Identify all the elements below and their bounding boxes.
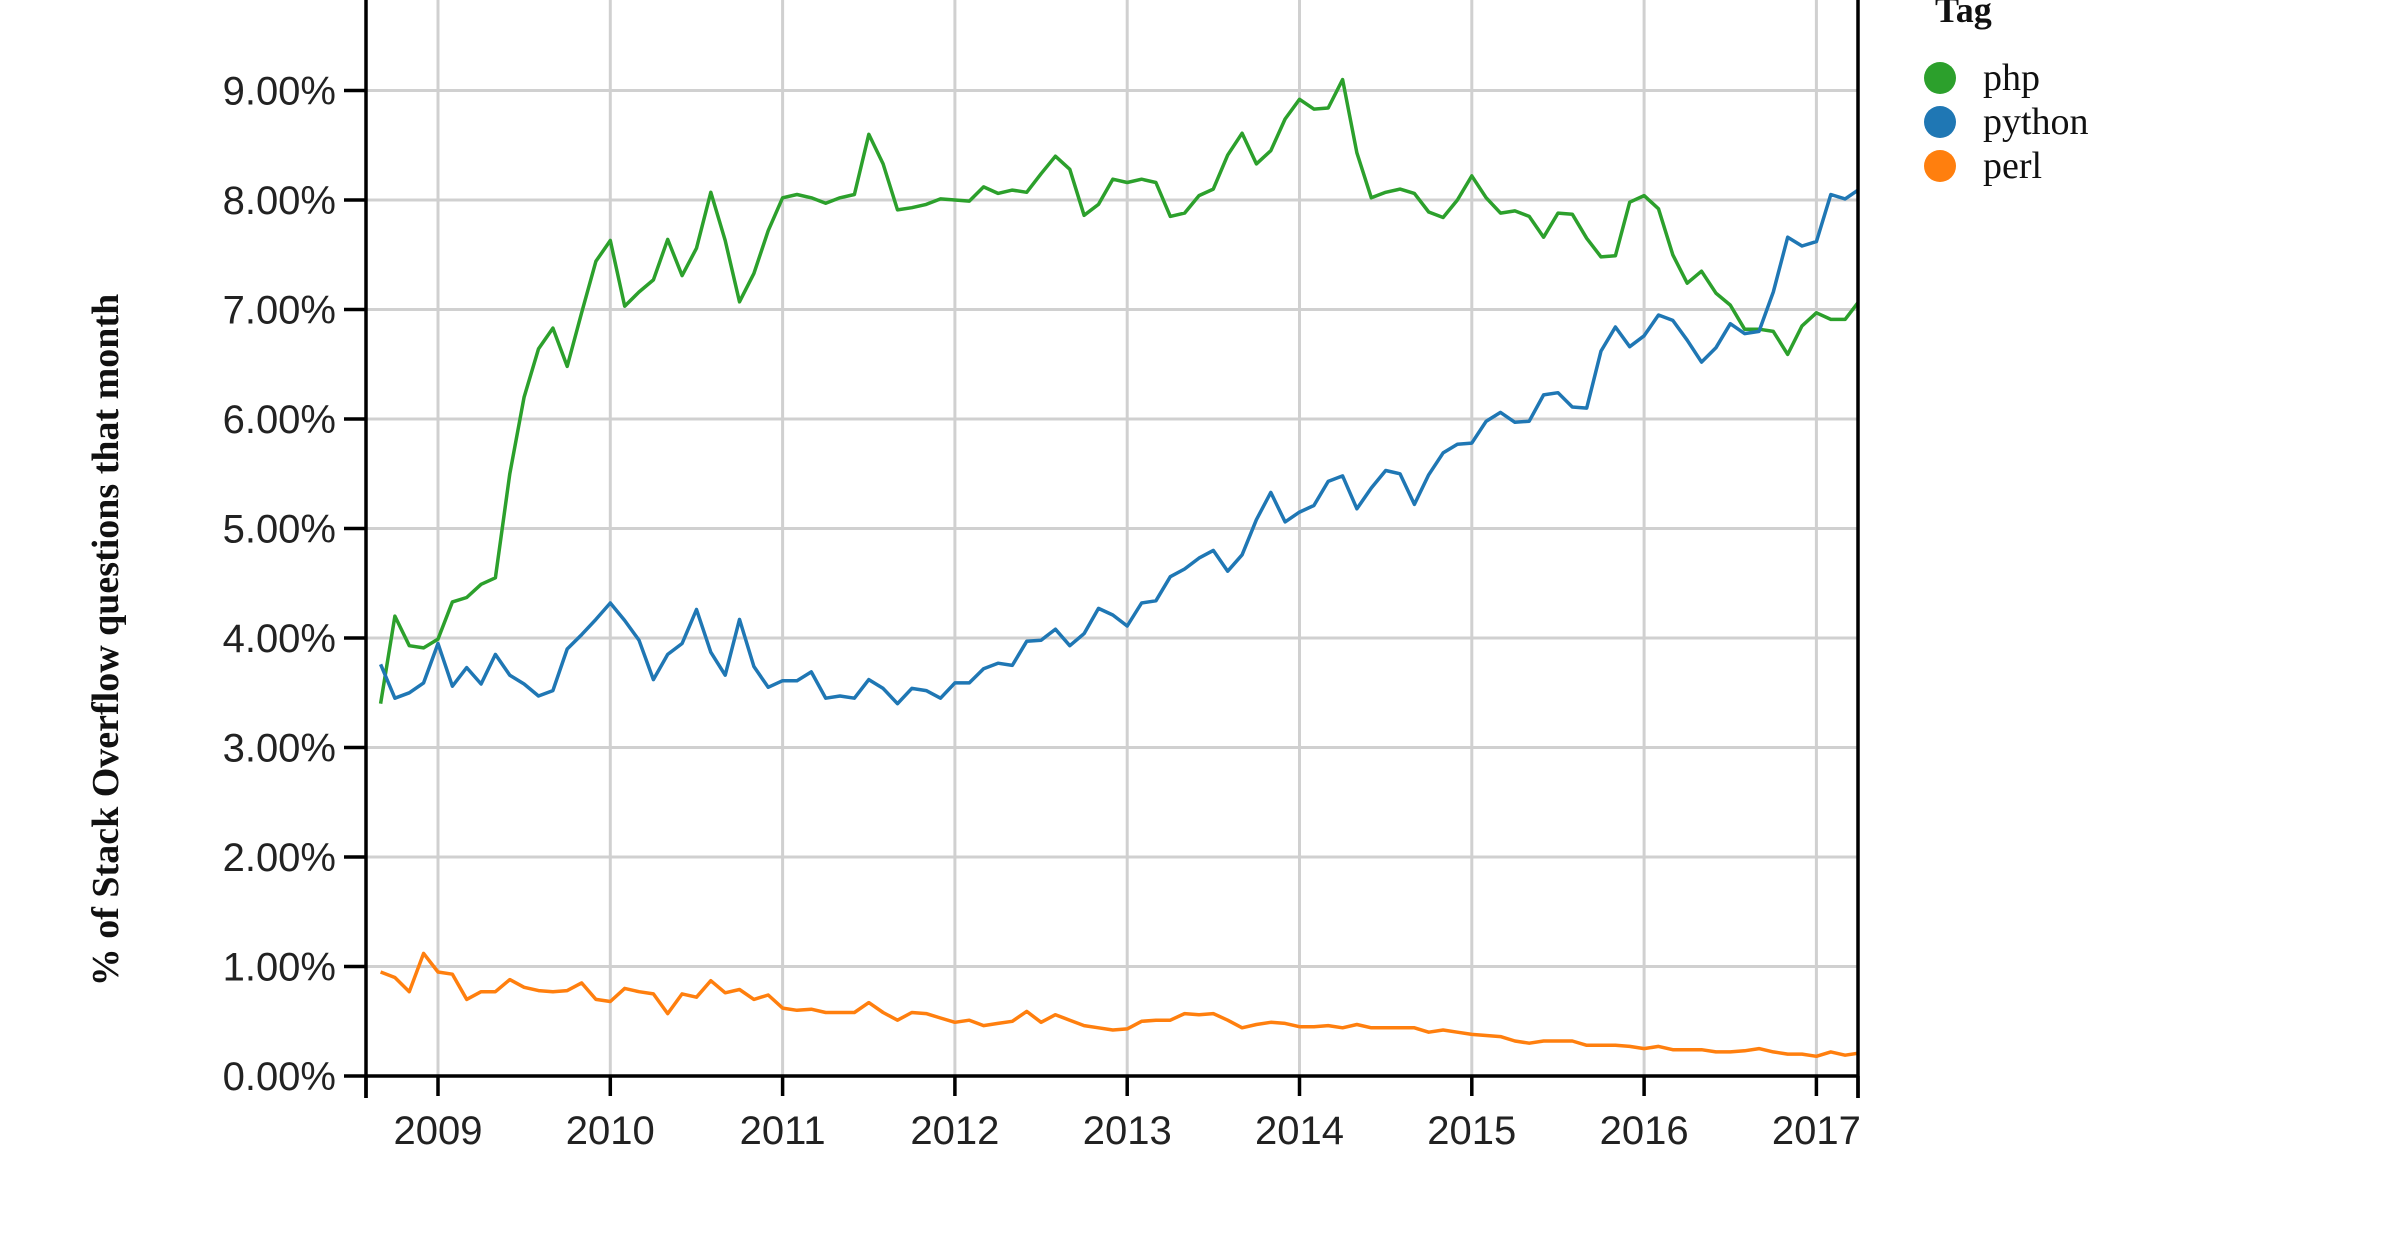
legend-title: Tag <box>1935 0 1992 30</box>
gridlines <box>366 0 1858 1078</box>
series-line-perl <box>379 951 1858 1059</box>
y-tick-label: 5.00% <box>223 508 336 552</box>
x-tick-label: 2014 <box>1255 1109 1344 1153</box>
legend-swatch-icon <box>1924 106 1956 138</box>
y-tick-label: 3.00% <box>223 727 336 771</box>
x-tick-label: 2011 <box>740 1109 826 1153</box>
y-tick-label: 2.00% <box>223 836 336 880</box>
y-tick-label: 6.00% <box>223 398 336 442</box>
x-tick-label: 2013 <box>1083 1109 1172 1153</box>
series-line-python <box>378 188 1858 706</box>
x-axis-ticks: 2009 2010 2011 2012 2013 2014 2015 2016 2017 <box>364 1076 1861 1153</box>
x-tick-label: 2016 <box>1600 1109 1689 1153</box>
legend-item-php: php <box>1924 57 2040 99</box>
legend-label: perl <box>1983 145 2042 187</box>
y-tick-label: 7.00% <box>223 289 336 333</box>
x-tick-label: 2015 <box>1427 1109 1516 1153</box>
y-tick-label: 1.00% <box>223 946 336 990</box>
x-tick-label: 2012 <box>910 1109 999 1153</box>
series-line-php <box>378 77 1858 704</box>
y-tick-label: 8.00% <box>223 179 336 223</box>
legend-item-perl: perl <box>1924 145 2042 187</box>
y-axis-ticks: 0.00% 1.00% 2.00% 3.00% 4.00% 5.00% 6.00% 7.00%… <box>223 70 366 1099</box>
x-tick-label: 2010 <box>566 1109 655 1153</box>
legend-swatch-icon <box>1924 62 1956 94</box>
series-lines <box>378 77 1858 1059</box>
x-tick-label: 2017 <box>1772 1109 1861 1153</box>
legend-swatch-icon <box>1924 150 1956 182</box>
y-tick-label: 0.00% <box>223 1055 336 1099</box>
y-axis-title: % of Stack Overflow questions that month <box>85 294 127 986</box>
legend-label: php <box>1983 57 2040 99</box>
x-tick-label: 2009 <box>394 1109 483 1153</box>
legend-label: python <box>1983 101 2089 143</box>
y-tick-label: 9.00% <box>223 70 336 114</box>
legend-item-python: python <box>1924 101 2089 143</box>
axes <box>364 0 1860 1098</box>
y-tick-label: 4.00% <box>223 617 336 661</box>
